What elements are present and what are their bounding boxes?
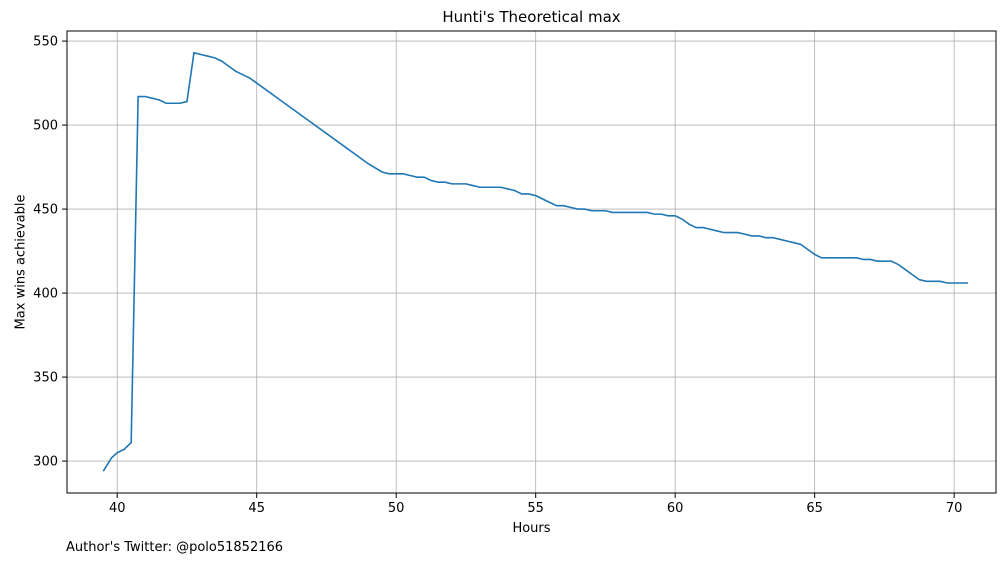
y-tick-label: 500 bbox=[33, 119, 58, 134]
y-axis-label: Max wins achievable bbox=[14, 195, 29, 330]
x-tick-label: 65 bbox=[806, 501, 823, 516]
x-axis-label: Hours bbox=[512, 521, 550, 536]
axis-ticks: 40 45 50 55 60 65 70 300 350 400 450 500 550 bbox=[33, 35, 962, 516]
plot-frame bbox=[66, 30, 997, 494]
y-tick-label: 450 bbox=[33, 203, 58, 218]
series-line bbox=[102, 51, 969, 472]
x-tick-label: 40 bbox=[109, 501, 126, 516]
grid-lines bbox=[67, 31, 996, 493]
x-tick-label: 50 bbox=[388, 501, 405, 516]
chart-title: Hunti's Theoretical max bbox=[442, 8, 620, 26]
y-tick-label: 550 bbox=[33, 35, 58, 50]
x-tick-label: 45 bbox=[248, 501, 265, 516]
y-tick-label: 400 bbox=[33, 287, 58, 302]
y-tick-label: 300 bbox=[33, 455, 58, 470]
x-tick-label: 70 bbox=[946, 501, 963, 516]
y-tick-label: 350 bbox=[33, 371, 58, 386]
author-twitter-note: Author's Twitter: @polo51852166 bbox=[66, 540, 283, 555]
x-tick-label: 55 bbox=[527, 501, 544, 516]
x-tick-label: 60 bbox=[667, 501, 684, 516]
